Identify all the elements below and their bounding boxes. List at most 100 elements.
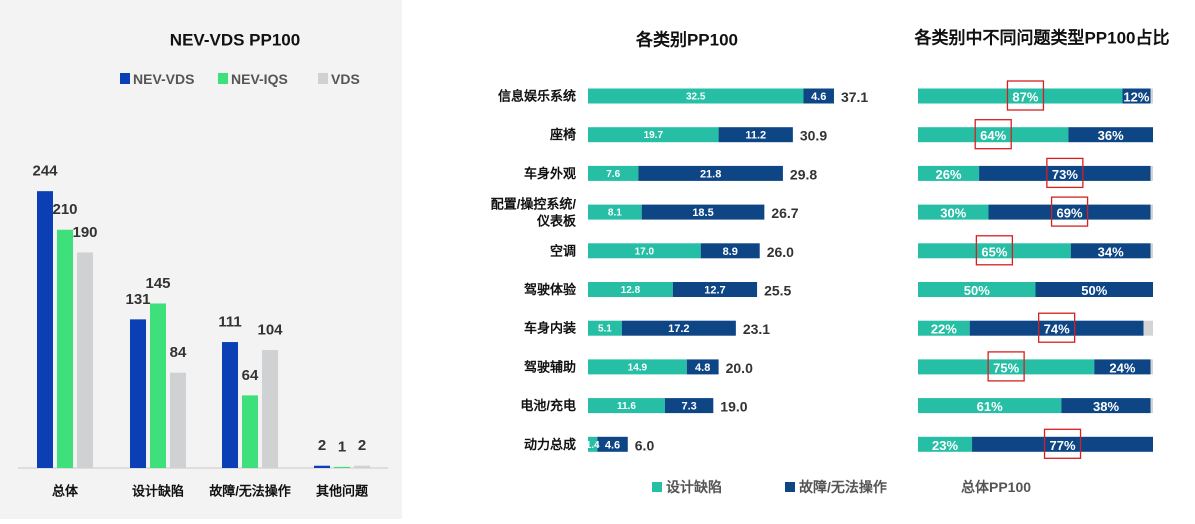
total-label: 26.7	[771, 205, 798, 221]
data-label: 21.8	[700, 168, 721, 180]
data-label: 1	[338, 438, 346, 455]
legend-swatch	[785, 482, 795, 492]
data-label: 64	[242, 367, 259, 384]
category-label: 配置/操控系统/	[491, 197, 577, 212]
bar-malfunction	[621, 320, 736, 336]
total-label: 23.1	[743, 321, 770, 337]
bar-other-share	[1150, 165, 1153, 181]
x-tick-label: 其他问题	[316, 484, 369, 499]
bar-design-defect	[588, 204, 642, 220]
total-label: 29.8	[790, 166, 817, 182]
bar-malfunction	[803, 88, 834, 104]
total-label: 37.1	[841, 89, 868, 105]
data-label: 4.8	[695, 362, 710, 374]
data-label: 2	[358, 437, 366, 454]
data-label: 4.6	[811, 91, 826, 103]
bar	[170, 372, 186, 468]
legend-swatch	[120, 73, 130, 84]
x-tick-label: 故障/无法操作	[209, 484, 291, 499]
percent-label: 74%	[1044, 322, 1070, 337]
bar-design-defect	[588, 282, 673, 297]
category-label: 信息娱乐系统	[498, 89, 576, 104]
percent-label: 50%	[1081, 283, 1107, 298]
legend-swatch	[947, 482, 957, 492]
legend-label: 故障/无法操作	[799, 479, 887, 495]
data-label: 111	[218, 314, 241, 331]
category-label: 电池/充电	[520, 398, 576, 413]
legend-swatch	[652, 482, 662, 492]
bar-malfunction	[700, 243, 760, 259]
data-label: 12.8	[621, 285, 641, 296]
bar-design-defect	[588, 243, 701, 259]
bar-malfunction	[672, 282, 758, 297]
percent-label: 65%	[981, 244, 1007, 259]
bar	[222, 342, 238, 468]
bar-design-defect	[588, 398, 665, 414]
bar-malfunction	[638, 165, 783, 181]
bar-malfunction	[597, 436, 628, 452]
bar-design-defect	[588, 88, 804, 104]
total-label: 25.5	[764, 283, 791, 299]
bar-other-share	[1143, 320, 1153, 336]
legend-swatch	[318, 73, 328, 84]
data-label: 7.6	[606, 169, 620, 180]
bar-design-share	[918, 243, 1071, 259]
bar	[262, 350, 278, 468]
percent-label: 12%	[1123, 90, 1149, 105]
nev-vds-pp100-chart: NEV-VDS PP100 NEV-VDS NEV-IQS VDS 244 210 190 总…	[18, 31, 388, 499]
percent-label: 38%	[1093, 399, 1119, 414]
bar-malfunction-share	[979, 165, 1151, 181]
category-label: 车身内装	[524, 321, 576, 336]
data-label: 244	[32, 163, 58, 180]
bar	[130, 319, 146, 468]
highlight-box	[975, 235, 1014, 266]
percent-label: 36%	[1098, 128, 1124, 143]
total-label: 30.9	[800, 128, 827, 144]
data-label: 1.4	[586, 440, 600, 451]
x-tick-label: 总体	[52, 484, 79, 499]
bar	[314, 465, 330, 468]
bar	[354, 465, 370, 468]
legend-label: NEV-VDS	[133, 71, 194, 87]
bar-malfunction	[718, 127, 793, 143]
bar-design-defect	[588, 359, 687, 375]
percent-label: 87%	[1012, 90, 1038, 105]
data-label: 14.9	[628, 362, 648, 373]
bar-malfunction-share	[1122, 88, 1151, 104]
right-panel: 各类别PP100 各类别中不同问题类型PP100占比 信息娱乐系统 32.5 4.6 37…	[402, 0, 1195, 519]
bar-design-share	[918, 127, 1069, 143]
category-label: 驾驶体验	[524, 282, 577, 297]
data-label: 2	[318, 437, 326, 454]
bar	[77, 252, 93, 468]
percent-label: 23%	[932, 438, 958, 453]
data-label: 32.5	[686, 92, 706, 103]
x-tick-label: 设计缺陷	[132, 484, 184, 499]
legend-label: 设计缺陷	[666, 479, 722, 495]
bar-design-defect	[588, 320, 622, 336]
highlight-box	[1038, 312, 1076, 343]
percent-label: 30%	[940, 206, 966, 221]
bar-malfunction-share	[969, 320, 1144, 336]
bar-design-share	[918, 88, 1123, 104]
bar-design-share	[918, 320, 970, 336]
data-label: 18.5	[692, 207, 713, 219]
bar-malfunction-share	[1068, 127, 1153, 143]
chart-title: NEV-VDS PP100	[170, 31, 300, 50]
data-label: 19.7	[644, 130, 664, 141]
bar	[242, 395, 258, 468]
data-label: 5.1	[598, 324, 612, 335]
category-label: 座椅	[549, 127, 576, 142]
bar-malfunction-share	[988, 204, 1151, 220]
data-label: 11.6	[617, 401, 636, 412]
data-label: 4.6	[605, 439, 620, 451]
data-label: 190	[72, 224, 97, 241]
total-label: 20.0	[726, 360, 753, 376]
data-label: 12.7	[704, 285, 725, 297]
legend-label: 总体PP100	[961, 479, 1031, 495]
bar	[334, 466, 350, 468]
percent-label: 22%	[931, 322, 957, 337]
legend-label: NEV-IQS	[231, 71, 288, 87]
bar-design-share	[918, 436, 973, 452]
bar	[57, 229, 73, 468]
